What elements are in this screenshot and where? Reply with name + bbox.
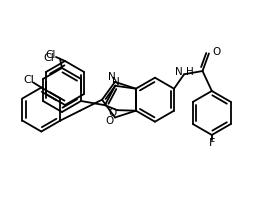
Text: O: O: [108, 108, 116, 118]
Text: N: N: [112, 77, 120, 87]
Text: N: N: [175, 67, 183, 77]
Text: H: H: [186, 67, 194, 77]
Text: F: F: [209, 138, 215, 148]
Text: O: O: [106, 116, 114, 126]
Text: Cl: Cl: [43, 53, 54, 63]
Text: O: O: [212, 47, 220, 57]
Text: N: N: [108, 72, 116, 82]
Text: Cl: Cl: [46, 50, 56, 60]
Text: Cl: Cl: [23, 74, 34, 84]
